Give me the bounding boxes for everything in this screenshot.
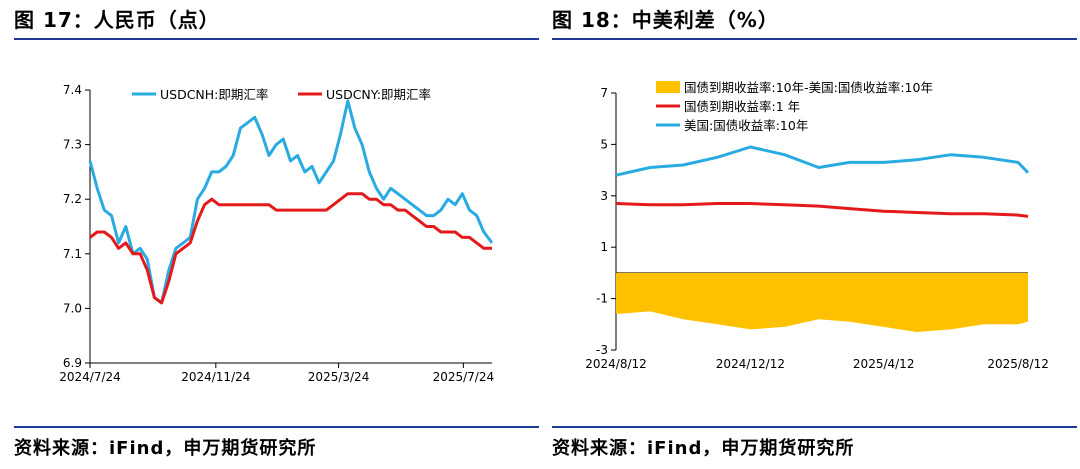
title-rule xyxy=(552,38,1077,40)
y-tick-label: 7.3 xyxy=(63,138,82,152)
x-tick-label: 2024/11/24 xyxy=(181,370,250,384)
left-figure: 图 17：人民币（点） 6.9 7.0 7.1 7.2 7.3 7.4 2024/7/24 2… xyxy=(14,0,539,469)
x-tick-label: 2024/8/12 xyxy=(585,357,647,371)
y-tick-label: 7.1 xyxy=(63,247,82,261)
y-tick: 3 xyxy=(600,189,616,203)
y-tick-label: 7.0 xyxy=(63,301,82,315)
y-tick: 5 xyxy=(600,137,616,151)
x-tick-label: 2025/3/24 xyxy=(308,370,370,384)
y-tick-label: 7.2 xyxy=(63,192,82,206)
y-tick: 7.1 xyxy=(63,247,90,261)
figure-17-title: 图 17：人民币（点） xyxy=(14,8,220,32)
x-tick-label: 2024/7/24 xyxy=(59,370,121,384)
y-tick-label: 3 xyxy=(600,189,608,203)
y-tick-label: -3 xyxy=(596,343,608,357)
y-tick: -1 xyxy=(596,292,616,306)
y-tick-label: 7.4 xyxy=(63,83,82,97)
y-tick: 7.2 xyxy=(63,192,90,206)
source-note: 资料来源：iFind，申万期货研究所 xyxy=(552,438,855,459)
x-tick-label: 2025/7/24 xyxy=(433,370,495,384)
right-figure: 图 18：中美利差（%） 7 5 3 1 -1 -3 2024/8/12 2024/12/12… xyxy=(552,0,1077,469)
source-note: 资料来源：iFind，申万期货研究所 xyxy=(14,438,317,459)
y-tick-label: 7 xyxy=(600,86,608,100)
y-tick-label: 1 xyxy=(600,240,608,254)
y-tick: 7.4 xyxy=(63,83,90,97)
y-tick: 7.0 xyxy=(63,301,90,315)
x-tick-label: 2025/8/12 xyxy=(987,357,1049,371)
usdcny-line xyxy=(89,192,492,305)
x-tick-label: 2024/12/12 xyxy=(716,357,785,371)
legend-label: 美国:国债收益率:10年 xyxy=(684,118,808,133)
legend-label: 国债到期收益率:10年-美国:国债收益率:10年 xyxy=(684,80,933,95)
spread-area xyxy=(616,272,1028,332)
legend-label: USDCNY:即期汇率 xyxy=(326,87,431,102)
legend-swatch xyxy=(656,81,680,93)
y-tick: 7 xyxy=(600,86,616,100)
source-rule xyxy=(552,426,1077,428)
y-tick-label: -1 xyxy=(596,292,608,306)
y-tick: -3 xyxy=(596,343,616,357)
legend-label: 国债到期收益率:1 年 xyxy=(684,99,800,114)
y-tick: 1 xyxy=(600,240,616,254)
figure-18-title: 图 18：中美利差（%） xyxy=(552,8,779,32)
title-rule xyxy=(14,38,539,40)
us-10y-yield-line xyxy=(615,145,1030,177)
usdcnh-line xyxy=(88,99,494,305)
legend-label: USDCNH:即期汇率 xyxy=(160,87,268,102)
x-tick-label: 2025/4/12 xyxy=(853,357,915,371)
source-rule xyxy=(14,426,539,428)
y-tick: 6.9 xyxy=(63,356,90,370)
cn-1y-yield-line xyxy=(615,202,1029,218)
y-tick-label: 5 xyxy=(600,137,608,151)
y-tick-label: 6.9 xyxy=(63,356,82,370)
y-tick: 7.3 xyxy=(63,138,90,152)
usdcny-chart: 6.9 7.0 7.1 7.2 7.3 7.4 2024/7/24 2024/11/24 202… xyxy=(59,83,495,384)
